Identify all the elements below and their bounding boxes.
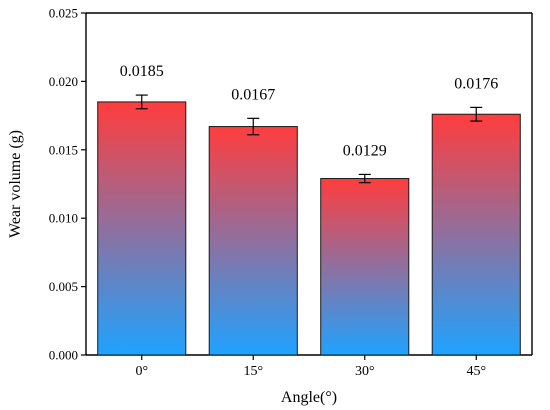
data-label-3: 0.0176 <box>454 75 498 92</box>
error-bar-0 <box>135 94 148 110</box>
error-bar-3 <box>470 106 483 122</box>
y-tick-label: 0.000 <box>49 348 78 363</box>
bar-2 <box>320 178 410 356</box>
bars <box>97 101 521 356</box>
data-label-1: 0.0167 <box>231 86 275 103</box>
x-tick-label: 45° <box>466 364 486 379</box>
error-bar-2 <box>358 173 371 184</box>
bar-1 <box>208 126 298 356</box>
data-label-0: 0.0185 <box>120 63 164 80</box>
bar-3 <box>431 113 521 356</box>
x-tick-label: 0° <box>135 364 148 379</box>
y-tick-label: 0.005 <box>49 279 78 294</box>
y-tick-label: 0.020 <box>49 74 78 89</box>
data-labels: 0.0185 0.0167 0.0129 0.0176 <box>120 63 499 159</box>
y-axis-label: Wear volume (g) <box>7 130 24 238</box>
x-tick-label: 30° <box>355 364 375 379</box>
y-ticks: 0.000 0.005 0.010 0.015 0.020 0.025 <box>49 6 86 363</box>
x-ticks: 0° 15° 30° 45° <box>135 355 486 379</box>
error-bars <box>135 94 483 184</box>
y-tick-label: 0.025 <box>49 6 78 21</box>
x-axis-label: Angle(°) <box>281 389 337 406</box>
bar-0 <box>97 101 187 356</box>
error-bar-1 <box>247 117 260 136</box>
y-tick-label: 0.010 <box>49 211 78 226</box>
y-tick-label: 0.015 <box>49 142 78 157</box>
x-tick-label: 15° <box>243 364 263 379</box>
data-label-2: 0.0129 <box>343 142 387 159</box>
